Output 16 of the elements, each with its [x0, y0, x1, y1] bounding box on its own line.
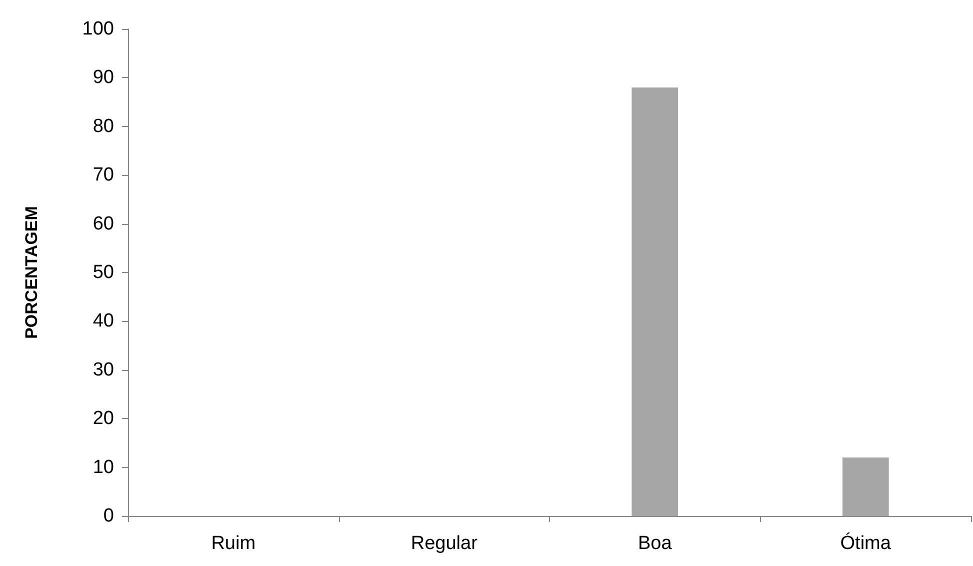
y-tick-label: 20 — [92, 408, 114, 430]
y-tick-label: 0 — [103, 506, 114, 526]
y-tick-label: 70 — [92, 164, 114, 186]
y-tick-label: 50 — [92, 262, 114, 283]
y-tick-label: 100 — [82, 18, 114, 40]
y-tick-label: 30 — [92, 359, 114, 380]
x-tick-label: Regular — [410, 533, 478, 554]
y-tick-label: 40 — [92, 310, 114, 332]
x-tick-label: Boa — [638, 533, 672, 554]
y-tick-label: 90 — [92, 67, 114, 88]
y-tick-label: 60 — [92, 213, 114, 234]
x-tick-label: Ótima — [840, 532, 892, 554]
y-tick-label: 10 — [92, 456, 114, 478]
x-tick-label: Ruim — [211, 533, 256, 554]
y-axis-title: PORCENTAGEM — [22, 206, 41, 339]
y-tick-label: 80 — [92, 116, 114, 137]
